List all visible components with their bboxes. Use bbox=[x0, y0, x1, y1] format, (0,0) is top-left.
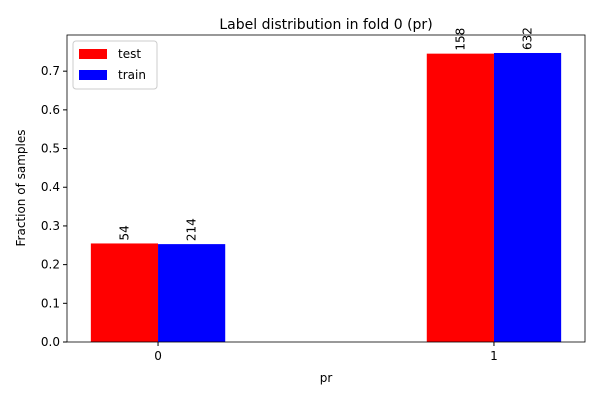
chart-title: Label distribution in fold 0 (pr) bbox=[219, 17, 432, 33]
y-tick-label: 0.5 bbox=[41, 142, 60, 156]
y-tick-label: 0.4 bbox=[41, 180, 60, 194]
x-tick-label: 1 bbox=[490, 349, 498, 363]
bar bbox=[426, 53, 494, 343]
y-tick-label: 0.3 bbox=[41, 219, 60, 233]
y-tick-label: 0.6 bbox=[41, 103, 60, 117]
y-axis-label: Fraction of samples bbox=[14, 130, 28, 247]
y-tick-label: 0.7 bbox=[41, 64, 60, 78]
legend-swatch bbox=[79, 70, 107, 80]
legend-label: test bbox=[118, 47, 141, 61]
x-tick-label: 0 bbox=[154, 349, 162, 363]
y-tick-label: 0.1 bbox=[41, 296, 60, 310]
y-tick-label: 0.0 bbox=[41, 335, 60, 349]
legend-label: train bbox=[118, 68, 146, 82]
bar bbox=[90, 243, 159, 342]
bar bbox=[493, 52, 562, 343]
x-axis-label: pr bbox=[320, 371, 333, 385]
value-label: 54 bbox=[117, 225, 131, 240]
legend-swatch bbox=[79, 49, 107, 59]
value-label: 158 bbox=[453, 28, 467, 51]
axes-frame bbox=[66, 34, 586, 343]
value-label: 214 bbox=[185, 218, 199, 241]
value-label: 632 bbox=[521, 27, 535, 50]
bar bbox=[158, 244, 226, 342]
y-tick-label: 0.2 bbox=[41, 258, 60, 272]
